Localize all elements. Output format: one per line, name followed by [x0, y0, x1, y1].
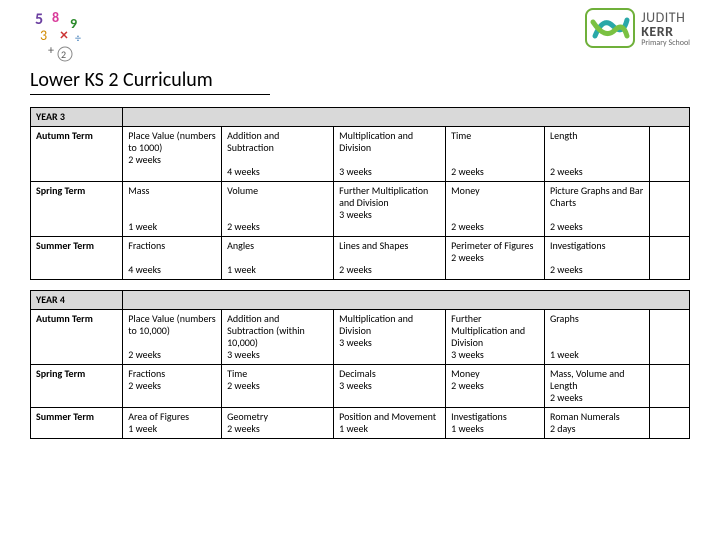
topic-cell: Multiplication and Division3 weeks	[334, 127, 446, 182]
title-wrap: Lower KS 2 Curriculum	[0, 68, 720, 97]
term-cell: Summer Term	[31, 237, 123, 280]
topic-cell	[650, 182, 690, 237]
topic-cell: Mass, Volume and Length2 weeks	[544, 365, 649, 408]
topic-cell	[650, 408, 690, 439]
topic-cell: Position and Movement1 week	[334, 408, 446, 439]
topic-cell: Multiplication and Division3 weeks	[334, 310, 446, 365]
page-title: Lower KS 2 Curriculum	[30, 68, 270, 95]
table-row: Autumn TermPlace Value (numbers to 10,00…	[31, 310, 690, 365]
topic-cell	[650, 127, 690, 182]
topic-cell: Addition and Subtraction (within 10,000)…	[222, 310, 334, 365]
year-label: YEAR 4	[31, 291, 123, 310]
svg-text:8: 8	[52, 9, 59, 26]
topic-cell: Further Multiplication and Division3 wee…	[446, 310, 545, 365]
topic-cell: Volume2 weeks	[222, 182, 334, 237]
page-header: 5 8 9 3 × ÷ + 2 JUDITH KERR Primary Scho…	[0, 0, 720, 68]
year-header-spacer	[123, 291, 690, 310]
topic-cell: Fractions4 weeks	[123, 237, 222, 280]
topic-cell: Roman Numerals2 days	[544, 408, 649, 439]
topic-cell: Place Value (numbers to 1000)2 weeks	[123, 127, 222, 182]
svg-text:9: 9	[70, 15, 77, 32]
topic-cell: Area of Figures1 week	[123, 408, 222, 439]
svg-text:3: 3	[40, 27, 47, 44]
topic-cell: Time2 weeks	[222, 365, 334, 408]
topic-cell	[650, 310, 690, 365]
table-row: Summer TermFractions4 weeksAngles1 weekL…	[31, 237, 690, 280]
term-cell: Spring Term	[31, 182, 123, 237]
svg-text:÷: ÷	[75, 32, 81, 46]
math-clipart: 5 8 9 3 × ÷ + 2	[30, 8, 100, 64]
topic-cell: Lines and Shapes2 weeks	[334, 237, 446, 280]
table-row: Autumn TermPlace Value (numbers to 1000)…	[31, 127, 690, 182]
curriculum-tables: YEAR 3Autumn TermPlace Value (numbers to…	[0, 97, 720, 439]
logo-text: JUDITH KERR Primary School	[641, 9, 690, 48]
curriculum-table: YEAR 4Autumn TermPlace Value (numbers to…	[30, 290, 690, 439]
topic-cell: Money2 weeks	[446, 182, 545, 237]
table-row: Spring TermFractions2 weeksTime2 weeksDe…	[31, 365, 690, 408]
year-label: YEAR 3	[31, 108, 123, 127]
svg-text:2: 2	[61, 48, 66, 61]
school-logo: JUDITH KERR Primary School	[585, 8, 690, 48]
year-header-spacer	[123, 108, 690, 127]
logo-mark	[585, 8, 635, 48]
svg-text:×: ×	[60, 26, 68, 45]
term-cell: Autumn Term	[31, 310, 123, 365]
year-header-row: YEAR 4	[31, 291, 690, 310]
topic-cell: Picture Graphs and Bar Charts2 weeks	[544, 182, 649, 237]
topic-cell: Investigations2 weeks	[544, 237, 649, 280]
term-cell: Spring Term	[31, 365, 123, 408]
logo-line3: Primary School	[641, 38, 690, 48]
topic-cell: Addition and Subtraction4 weeks	[222, 127, 334, 182]
topic-cell: Mass1 week	[123, 182, 222, 237]
table-row: Spring TermMass1 weekVolume2 weeksFurthe…	[31, 182, 690, 237]
svg-text:+: +	[48, 44, 54, 58]
topic-cell: Perimeter of Figures2 weeks	[446, 237, 545, 280]
topic-cell	[650, 365, 690, 408]
topic-cell: Angles1 week	[222, 237, 334, 280]
topic-cell: Decimals3 weeks	[334, 365, 446, 408]
topic-cell: Length2 weeks	[544, 127, 649, 182]
curriculum-table: YEAR 3Autumn TermPlace Value (numbers to…	[30, 107, 690, 280]
topic-cell: Geometry2 weeks	[222, 408, 334, 439]
topic-cell: Investigations1 weeks	[446, 408, 545, 439]
topic-cell: Further Multiplication and Division3 wee…	[334, 182, 446, 237]
year-header-row: YEAR 3	[31, 108, 690, 127]
topic-cell: Money2 weeks	[446, 365, 545, 408]
table-row: Summer TermArea of Figures1 weekGeometry…	[31, 408, 690, 439]
topic-cell: Fractions2 weeks	[123, 365, 222, 408]
topic-cell: Time2 weeks	[446, 127, 545, 182]
topic-cell	[650, 237, 690, 280]
topic-cell: Place Value (numbers to 10,000)2 weeks	[123, 310, 222, 365]
topic-cell: Graphs1 week	[544, 310, 649, 365]
term-cell: Autumn Term	[31, 127, 123, 182]
term-cell: Summer Term	[31, 408, 123, 439]
